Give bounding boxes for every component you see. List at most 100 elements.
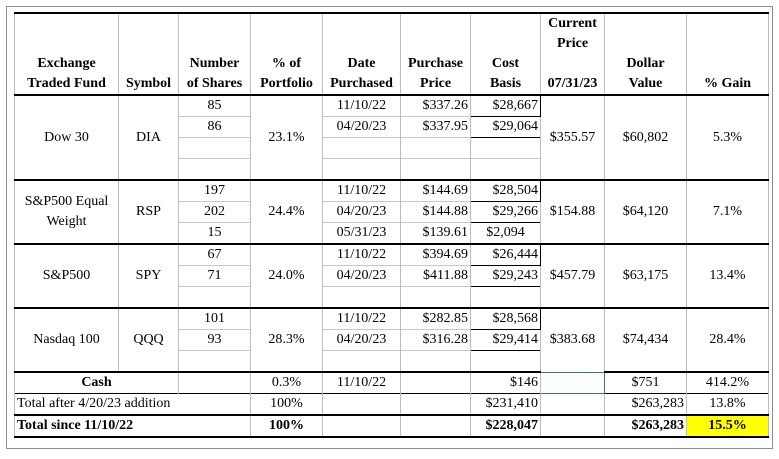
total-after-row: Total after 4/20/23 addition 100% $231,4…: [14, 393, 769, 415]
fund-symbol: DIA: [118, 94, 179, 180]
header-purchase-price: Purchase: [400, 54, 471, 74]
total-since-pct: 100%: [250, 414, 323, 438]
lot-date: 11/10/22: [322, 94, 401, 117]
lot-shares: 93: [178, 329, 251, 351]
fund-gain: 5.3%: [686, 94, 769, 180]
total-since-gain: 15.5%: [686, 414, 769, 438]
cash-basis: $146: [470, 371, 541, 394]
table-row: 71 04/20/23 $411.88 $29,243: [15, 265, 769, 287]
cash-date: 11/10/22: [322, 371, 401, 394]
header-cost-basis: Cost: [470, 54, 541, 74]
cash-label: Cash: [14, 371, 179, 394]
total-since-basis: $228,047: [470, 414, 541, 438]
lot-price: $139.61: [400, 222, 471, 244]
fund-symbol: RSP: [118, 179, 179, 244]
fund-name: Dow 30: [14, 94, 119, 180]
lot-price: $337.26: [400, 94, 471, 117]
cash-pct: 0.3%: [250, 371, 323, 394]
cash-value: $751: [604, 371, 687, 394]
lot-date: 04/20/23: [322, 329, 401, 351]
header-shares: Number: [178, 54, 251, 74]
fund-current: $154.88: [540, 179, 605, 244]
table-row: S&P500 Equal Weight RSP 197 24.4% 11/10/…: [14, 179, 769, 244]
lot-date: 11/10/22: [322, 307, 401, 330]
lot-basis: $28,667: [470, 94, 541, 117]
fund-symbol: SPY: [118, 243, 179, 308]
table-row: 93 04/20/23 $316.28 $29,414: [15, 329, 769, 351]
fund-value: $74,434: [604, 307, 687, 372]
fund-value: $63,175: [604, 243, 687, 308]
total-since-value: $263,283: [604, 414, 687, 438]
lot-price: $282.85: [400, 307, 471, 330]
table-row: 86 04/20/23 $337.95 $29,064: [15, 116, 769, 138]
portfolio-table: Current Price Exchange Number % of Date …: [14, 12, 769, 438]
screenshot-frame: [6, 6, 773, 449]
cash-gain: 414.2%: [686, 371, 769, 394]
fund-current: $383.68: [540, 307, 605, 372]
header-row-4: Traded Fund Symbol of Shares Portfolio P…: [14, 74, 769, 95]
lot-basis: $2,094: [470, 222, 541, 244]
header-row-3: Exchange Number % of Date Purchase Cost …: [14, 54, 769, 74]
fund-name: S&P500: [14, 243, 119, 308]
table-row: S&P500 SPY 67 24.0% 11/10/22 $394.69 $26…: [14, 243, 769, 308]
lot-price: $411.88: [400, 265, 471, 287]
total-after-value: $263,283: [604, 393, 687, 415]
header-gain: % Gain: [686, 74, 769, 95]
fund-value: $64,120: [604, 179, 687, 244]
table-row: Nasdaq 100 QQQ 101 28.3% 11/10/22 $282.8…: [14, 307, 769, 372]
lot-price: $394.69: [400, 243, 471, 266]
lot-date: 04/20/23: [322, 201, 401, 223]
total-after-gain: 13.8%: [686, 393, 769, 415]
lot-shares: 86: [178, 116, 251, 138]
lot-price: $144.69: [400, 179, 471, 202]
header-row-2: Price: [14, 34, 769, 54]
lot-shares: 15: [178, 222, 251, 244]
fund-name: Nasdaq 100: [14, 307, 119, 372]
lot-shares: 197: [178, 179, 251, 202]
cash-row: Cash 0.3% 11/10/22 $146 $751 414.2%: [14, 371, 769, 394]
lot-shares: 202: [178, 201, 251, 223]
fund-value: $60,802: [604, 94, 687, 180]
lot-basis: $29,243: [470, 265, 541, 287]
header-symbol: Symbol: [118, 74, 179, 95]
fund-symbol: QQQ: [118, 307, 179, 372]
fund-gain: 28.4%: [686, 307, 769, 372]
table-row: 15 05/31/23 $139.61 $2,094: [15, 222, 769, 244]
header-date: Date: [322, 54, 401, 74]
lot-shares: 67: [178, 243, 251, 266]
fund-pct: 23.1%: [250, 94, 323, 180]
lot-basis: $29,266: [470, 201, 541, 223]
total-after-pct: 100%: [250, 393, 323, 415]
lot-shares: 101: [178, 307, 251, 330]
fund-pct: 24.0%: [250, 243, 323, 308]
lot-basis: $29,064: [470, 116, 541, 138]
header-dollar-value: Dollar: [604, 54, 687, 74]
lot-price: $316.28: [400, 329, 471, 351]
header-row-1: Current: [14, 12, 769, 34]
header-fund: Exchange: [14, 54, 119, 74]
fund-name: S&P500 Equal Weight: [14, 179, 119, 244]
total-after-basis: $231,410: [470, 393, 541, 415]
lot-date: 04/20/23: [322, 265, 401, 287]
total-after-label: Total after 4/20/23 addition: [14, 393, 251, 415]
total-since-label: Total since 11/10/22: [14, 414, 251, 438]
fund-gain: 13.4%: [686, 243, 769, 308]
lot-basis: $29,414: [470, 329, 541, 351]
lot-basis: $28,504: [470, 179, 541, 202]
fund-gain: 7.1%: [686, 179, 769, 244]
lot-price: $337.95: [400, 116, 471, 138]
lot-date: 11/10/22: [322, 179, 401, 202]
lot-date: 11/10/22: [322, 243, 401, 266]
lot-price: $144.88: [400, 201, 471, 223]
fund-pct: 28.3%: [250, 307, 323, 372]
total-since-row: Total since 11/10/22 100% $228,047 $263,…: [14, 414, 769, 438]
lot-basis: $26,444: [470, 243, 541, 266]
table-row: 202 04/20/23 $144.88 $29,266: [15, 201, 769, 223]
header-current: Current: [540, 12, 605, 34]
fund-current: $355.57: [540, 94, 605, 180]
lot-date: 04/20/23: [322, 116, 401, 138]
lot-shares: 85: [178, 94, 251, 117]
fund-current: $457.79: [540, 243, 605, 308]
lot-basis: $28,568: [470, 307, 541, 330]
selected-cell[interactable]: [540, 371, 605, 394]
